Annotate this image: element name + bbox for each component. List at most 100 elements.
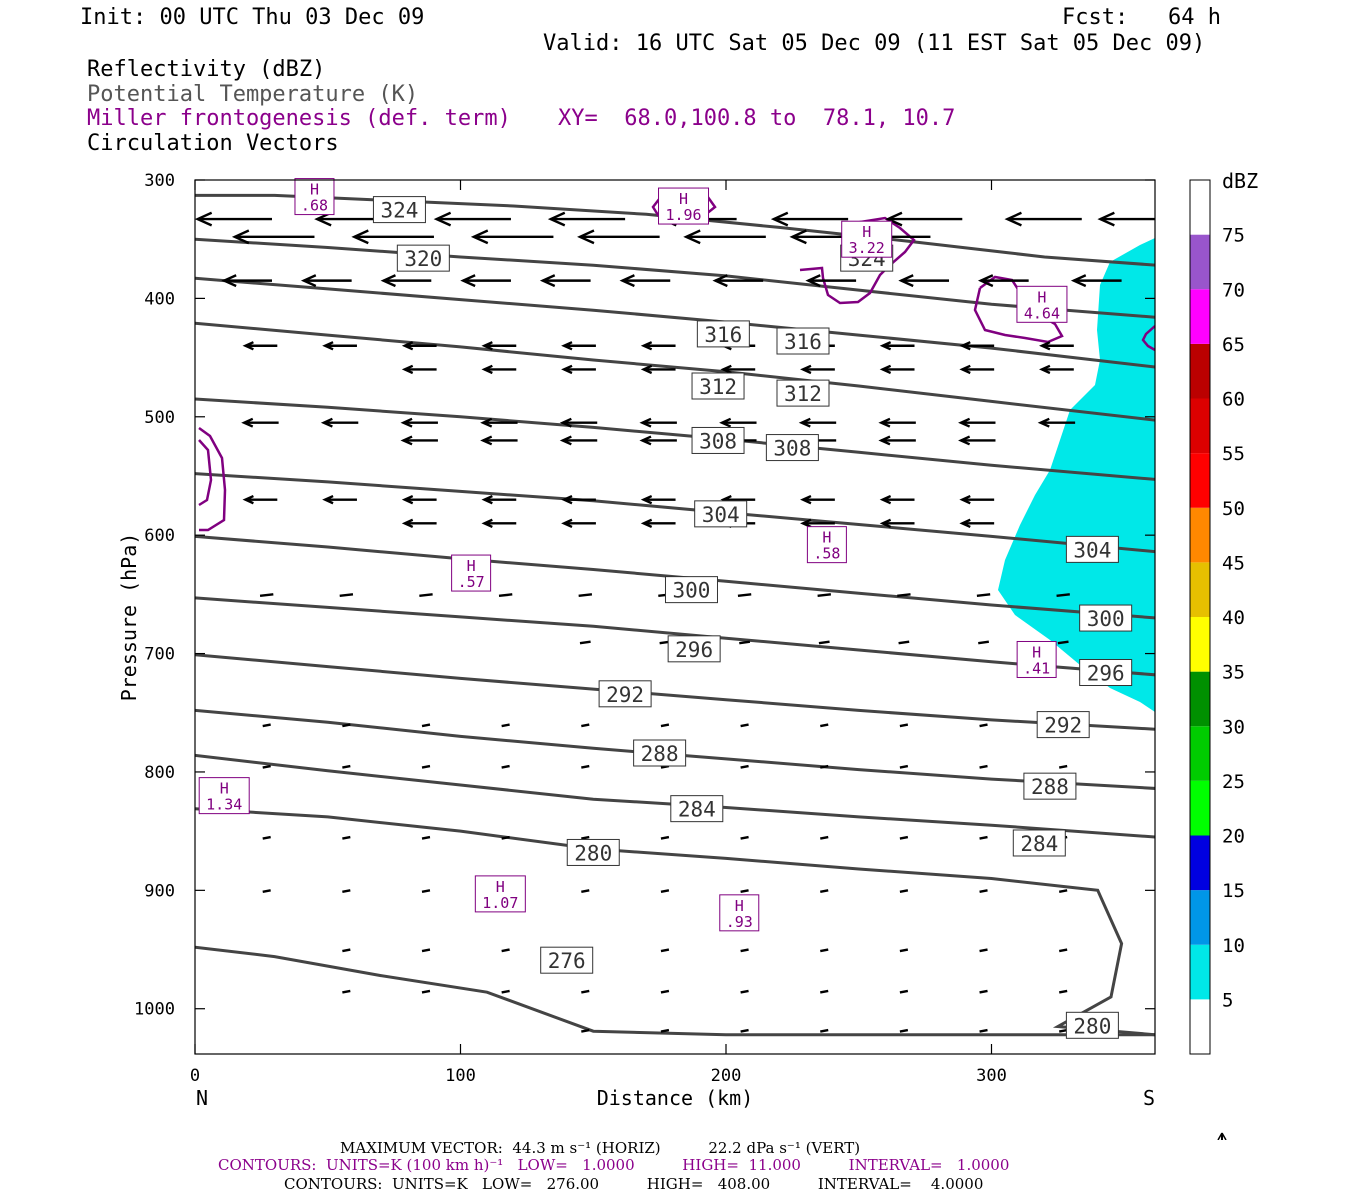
colorbar-label: 50 bbox=[1222, 498, 1245, 520]
contour-label-box bbox=[396, 244, 450, 272]
frontogenesis-max-box bbox=[841, 220, 893, 258]
vector-shaft bbox=[976, 593, 991, 598]
circulation-vector bbox=[820, 835, 829, 840]
circulation-vector bbox=[979, 764, 988, 769]
circulation-vector bbox=[898, 274, 950, 288]
frontogenesis-max-box bbox=[1016, 640, 1057, 678]
circulation-vector bbox=[577, 229, 660, 245]
vector-head bbox=[351, 229, 369, 245]
vector-shaft bbox=[581, 989, 590, 994]
circulation-vector bbox=[320, 417, 359, 428]
vector-shaft bbox=[897, 593, 911, 598]
colorbar-label: 75 bbox=[1222, 225, 1245, 247]
vector-head bbox=[221, 274, 237, 288]
colorbar-segment bbox=[1190, 562, 1210, 617]
theta-contour-304 bbox=[195, 472, 1155, 554]
vector-shaft bbox=[979, 1028, 988, 1033]
vector-shaft bbox=[978, 640, 990, 645]
vector-head bbox=[977, 274, 994, 288]
vector-head bbox=[561, 494, 573, 505]
dbz-colorbar: 5 10 15 20 25 30 35 40 45 50 55 60 65 70 75 bbox=[1189, 179, 1245, 1055]
frontogenesis-contour bbox=[1141, 325, 1155, 352]
reflectivity-shaded-region bbox=[998, 238, 1155, 712]
circulation-vector bbox=[740, 723, 749, 728]
vector-shaft bbox=[739, 640, 751, 645]
circulation-vector bbox=[739, 640, 751, 645]
circulation-vector bbox=[1056, 593, 1070, 598]
circulation-vector bbox=[820, 989, 829, 994]
colorbar-label: 65 bbox=[1222, 334, 1245, 356]
contour-label-300: 300 bbox=[664, 576, 718, 604]
vector-shaft bbox=[339, 593, 354, 598]
circulation-vector bbox=[262, 889, 271, 894]
vector-head bbox=[1070, 274, 1087, 288]
circulation-vector bbox=[380, 274, 432, 288]
vector-shaft bbox=[820, 835, 829, 840]
frontogenesis-max-label: H.57 bbox=[451, 554, 492, 592]
contour-label-312: 312 bbox=[691, 372, 745, 400]
circulation-vector bbox=[195, 211, 272, 227]
contour-label-text: 292 bbox=[1044, 714, 1082, 738]
contour-label-box bbox=[776, 379, 830, 407]
circulation-vector bbox=[481, 364, 517, 375]
circulation-vector bbox=[820, 764, 829, 769]
vector-shaft bbox=[979, 948, 988, 953]
colorbar-frame bbox=[1189, 179, 1211, 1055]
circulation-vector bbox=[879, 494, 915, 505]
circulation-vector bbox=[683, 229, 766, 245]
contour-label-box bbox=[776, 327, 830, 355]
contour-label-box bbox=[691, 372, 745, 400]
circulation-vector bbox=[1058, 1028, 1068, 1033]
circulation-vector bbox=[401, 364, 437, 375]
colorbar-segment bbox=[1190, 289, 1210, 344]
circulation-vector bbox=[660, 835, 670, 840]
contour-label-280: 280 bbox=[1065, 1011, 1119, 1039]
frontogenesis-max-label: H.68 bbox=[294, 178, 335, 216]
contour-label-box bbox=[566, 838, 620, 866]
frontogenesis-max-symbol: H bbox=[220, 780, 229, 798]
contour-label-text: 324 bbox=[380, 199, 418, 223]
contour-label-text: 304 bbox=[1073, 538, 1111, 562]
circulation-vector bbox=[421, 835, 431, 840]
circulation-vector bbox=[1004, 211, 1082, 227]
circulation-vector bbox=[262, 835, 271, 840]
vector-head bbox=[640, 364, 653, 375]
vector-shaft bbox=[421, 948, 431, 953]
frontogenesis-max-label: H1.07 bbox=[474, 875, 526, 913]
contour-label-text: 288 bbox=[641, 742, 679, 766]
vector-shaft bbox=[421, 989, 431, 994]
vector-shaft bbox=[899, 1028, 909, 1033]
frontogenesis-max-box bbox=[658, 187, 710, 225]
vector-head bbox=[559, 435, 572, 446]
vector-head bbox=[712, 274, 728, 288]
circulation-vector bbox=[322, 341, 357, 351]
circulation-vector bbox=[480, 417, 518, 428]
contour-label-316: 316 bbox=[696, 320, 750, 348]
vector-head bbox=[241, 417, 254, 428]
colorbar-label: 25 bbox=[1222, 771, 1245, 793]
vector-head bbox=[898, 274, 914, 288]
circulation-vector bbox=[342, 889, 351, 894]
colorbar-segment bbox=[1190, 890, 1210, 945]
vector-head bbox=[300, 274, 317, 288]
vector-shaft bbox=[579, 640, 591, 645]
theta-contour-300 bbox=[195, 534, 1155, 620]
circulation-vector bbox=[820, 889, 829, 894]
vector-head bbox=[959, 364, 971, 375]
circulation-vector bbox=[581, 989, 590, 994]
circulation-vector bbox=[242, 341, 278, 351]
circulation-vector bbox=[660, 989, 670, 994]
colorbar-label: 5 bbox=[1222, 989, 1233, 1011]
contour-label-308: 308 bbox=[765, 434, 819, 462]
circulation-vector bbox=[561, 494, 596, 505]
colorbar-segment bbox=[1190, 398, 1210, 454]
frontogenesis-max-value: 1.96 bbox=[665, 206, 701, 224]
circulation-vector bbox=[959, 494, 995, 505]
circulation-vector bbox=[976, 593, 991, 598]
circulation-vector bbox=[800, 364, 835, 375]
circulation-vector bbox=[581, 1028, 590, 1033]
theta-contour-276 bbox=[195, 945, 1155, 1037]
circulation-vector bbox=[581, 764, 590, 769]
circulation-vector bbox=[559, 417, 598, 428]
